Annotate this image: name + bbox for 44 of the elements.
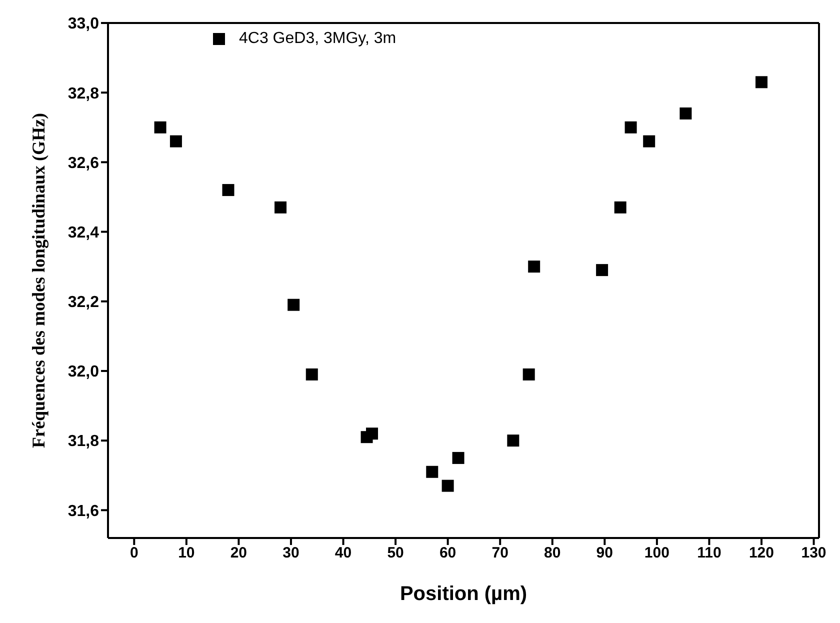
y-tick-label: 32,8 (68, 85, 100, 102)
y-tick-label: 32,0 (68, 364, 100, 381)
x-tick-label: 90 (596, 544, 613, 562)
y-axis-title: Fréquences des modes longitudinaux (GHz) (28, 112, 48, 448)
point (528, 260, 540, 273)
y-tick-label: 31,6 (68, 502, 100, 520)
x-tick-label: 50 (387, 544, 404, 562)
point (507, 434, 520, 447)
x-tick-label: 60 (439, 544, 456, 562)
x-tick-label: 80 (544, 544, 561, 562)
point (755, 76, 768, 88)
point (596, 264, 608, 276)
y-tick-label: 32,4 (68, 224, 100, 242)
x-tick-label: 120 (748, 544, 774, 562)
y-tick-label: 32,2 (68, 294, 100, 312)
point (366, 428, 378, 440)
point (442, 480, 454, 492)
y-tick-label: 32,6 (68, 154, 100, 172)
x-tick-label: 70 (492, 544, 508, 562)
x-tick-label: 110 (697, 544, 722, 562)
point (643, 135, 656, 148)
x-tick-label: 20 (230, 544, 248, 562)
point (624, 121, 637, 134)
x-axis-title: Position (µm) (400, 583, 528, 606)
point (614, 201, 626, 214)
x-tick-label: 130 (801, 544, 826, 562)
point (154, 121, 166, 134)
point (426, 466, 438, 478)
legend-label: 4C3 GeD3, 3MGy, 3m (239, 30, 396, 48)
point (170, 135, 182, 148)
point (288, 298, 300, 311)
point (274, 201, 287, 214)
point (452, 452, 464, 464)
y-tick-label: 33,0 (68, 16, 100, 33)
x-tick-label: 10 (178, 544, 195, 562)
x-tick-label: 0 (130, 544, 138, 562)
y-tick-label: 31,8 (68, 433, 100, 450)
point (306, 368, 318, 380)
x-tick-label: 30 (282, 544, 300, 562)
x-tick-label: 40 (334, 544, 352, 562)
x-tick-label: 100 (644, 544, 670, 562)
point (522, 368, 535, 380)
point (680, 107, 692, 120)
point (222, 184, 234, 196)
